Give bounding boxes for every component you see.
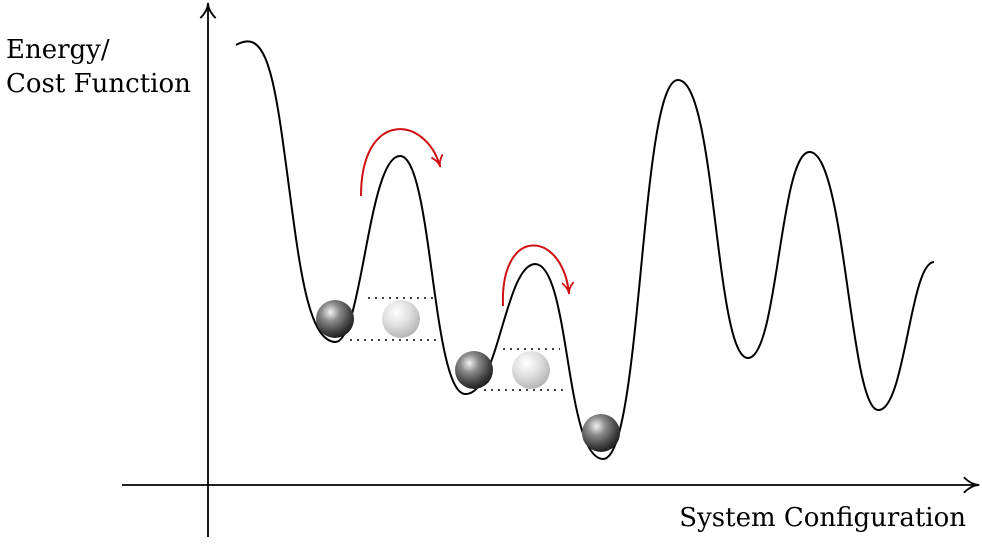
energy-curve — [235, 40, 935, 461]
transition-arrow — [360, 128, 444, 197]
y-axis-label-line1: Energy/ — [6, 35, 110, 65]
ball-light — [512, 351, 550, 389]
transition-arrow — [501, 244, 575, 307]
ball-dark — [316, 300, 354, 338]
x-axis-label: System Configuration — [679, 503, 966, 533]
ball-dark — [455, 351, 493, 389]
ball-dark — [582, 414, 620, 452]
y-axis-label: Energy/ Cost Function — [6, 34, 191, 102]
y-axis-label-line2: Cost Function — [6, 68, 191, 99]
ball-light — [382, 300, 420, 338]
